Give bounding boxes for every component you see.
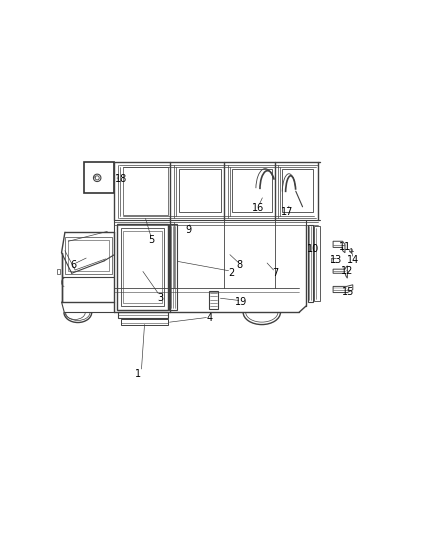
Text: 5: 5	[148, 236, 155, 245]
Bar	[84, 163, 114, 193]
Text: 11: 11	[339, 241, 351, 252]
Text: 16: 16	[252, 203, 265, 213]
Text: 19: 19	[235, 297, 247, 307]
Text: 6: 6	[71, 260, 77, 270]
Text: 13: 13	[330, 255, 343, 265]
Text: 15: 15	[342, 287, 355, 297]
Text: 18: 18	[115, 174, 127, 184]
Text: 1: 1	[135, 369, 141, 379]
Text: 8: 8	[237, 260, 243, 270]
Text: 14: 14	[347, 255, 360, 265]
Text: 10: 10	[307, 244, 319, 254]
Text: 4: 4	[206, 313, 212, 324]
Text: 17: 17	[281, 207, 293, 217]
Text: 2: 2	[228, 268, 234, 278]
Text: 7: 7	[272, 268, 279, 278]
Text: 3: 3	[157, 293, 163, 303]
Text: 12: 12	[340, 266, 353, 276]
Text: 9: 9	[186, 225, 192, 235]
